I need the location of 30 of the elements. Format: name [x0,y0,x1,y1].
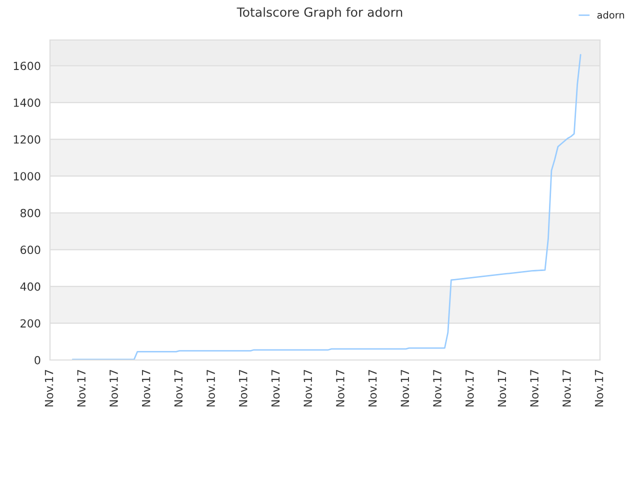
x-tick-label: Nov.17 [433,370,442,406]
x-tick-label: Nov.17 [206,370,215,406]
y-tick-label: 800 [20,208,40,218]
y-tick-label: 1600 [14,62,40,70]
x-tick-label: Nov.17 [271,370,280,406]
x-tick-label: Nov.17 [110,370,118,406]
x-tick-label: Nov.17 [239,370,248,406]
legend-label: adorn [597,11,624,19]
x-tick-label: Nov.17 [400,370,410,406]
y-tick-label: 0 [34,356,40,364]
y-tick-label: 600 [20,246,40,254]
x-tick-label: Nov.17 [142,370,150,406]
x-tick-label: Nov.17 [304,370,312,406]
y-tick-label: 400 [20,282,40,291]
x-tick-label: Nov.17 [562,370,571,406]
x-tick-label: Nov.17 [174,370,183,406]
y-tick-label: 200 [20,319,40,328]
x-tick-label: Nov.17 [466,370,474,406]
y-tick-label: 1000 [14,172,40,180]
line-series [72,54,582,360]
chart-title: Totalscore Graph for adorn [236,7,402,20]
y-tick-label: 1200 [14,135,40,144]
x-tick-label: Nov.17 [498,370,506,406]
x-tick-label: Nov.17 [77,370,86,406]
x-tick-label: Nov.17 [368,370,377,406]
x-tick-label: Nov.17 [336,370,344,406]
x-tick-label: Nov.17 [44,370,54,406]
y-tick-label: 1400 [14,98,40,107]
x-tick-label: Nov.17 [530,370,539,406]
x-tick-label: Nov.17 [594,370,604,406]
